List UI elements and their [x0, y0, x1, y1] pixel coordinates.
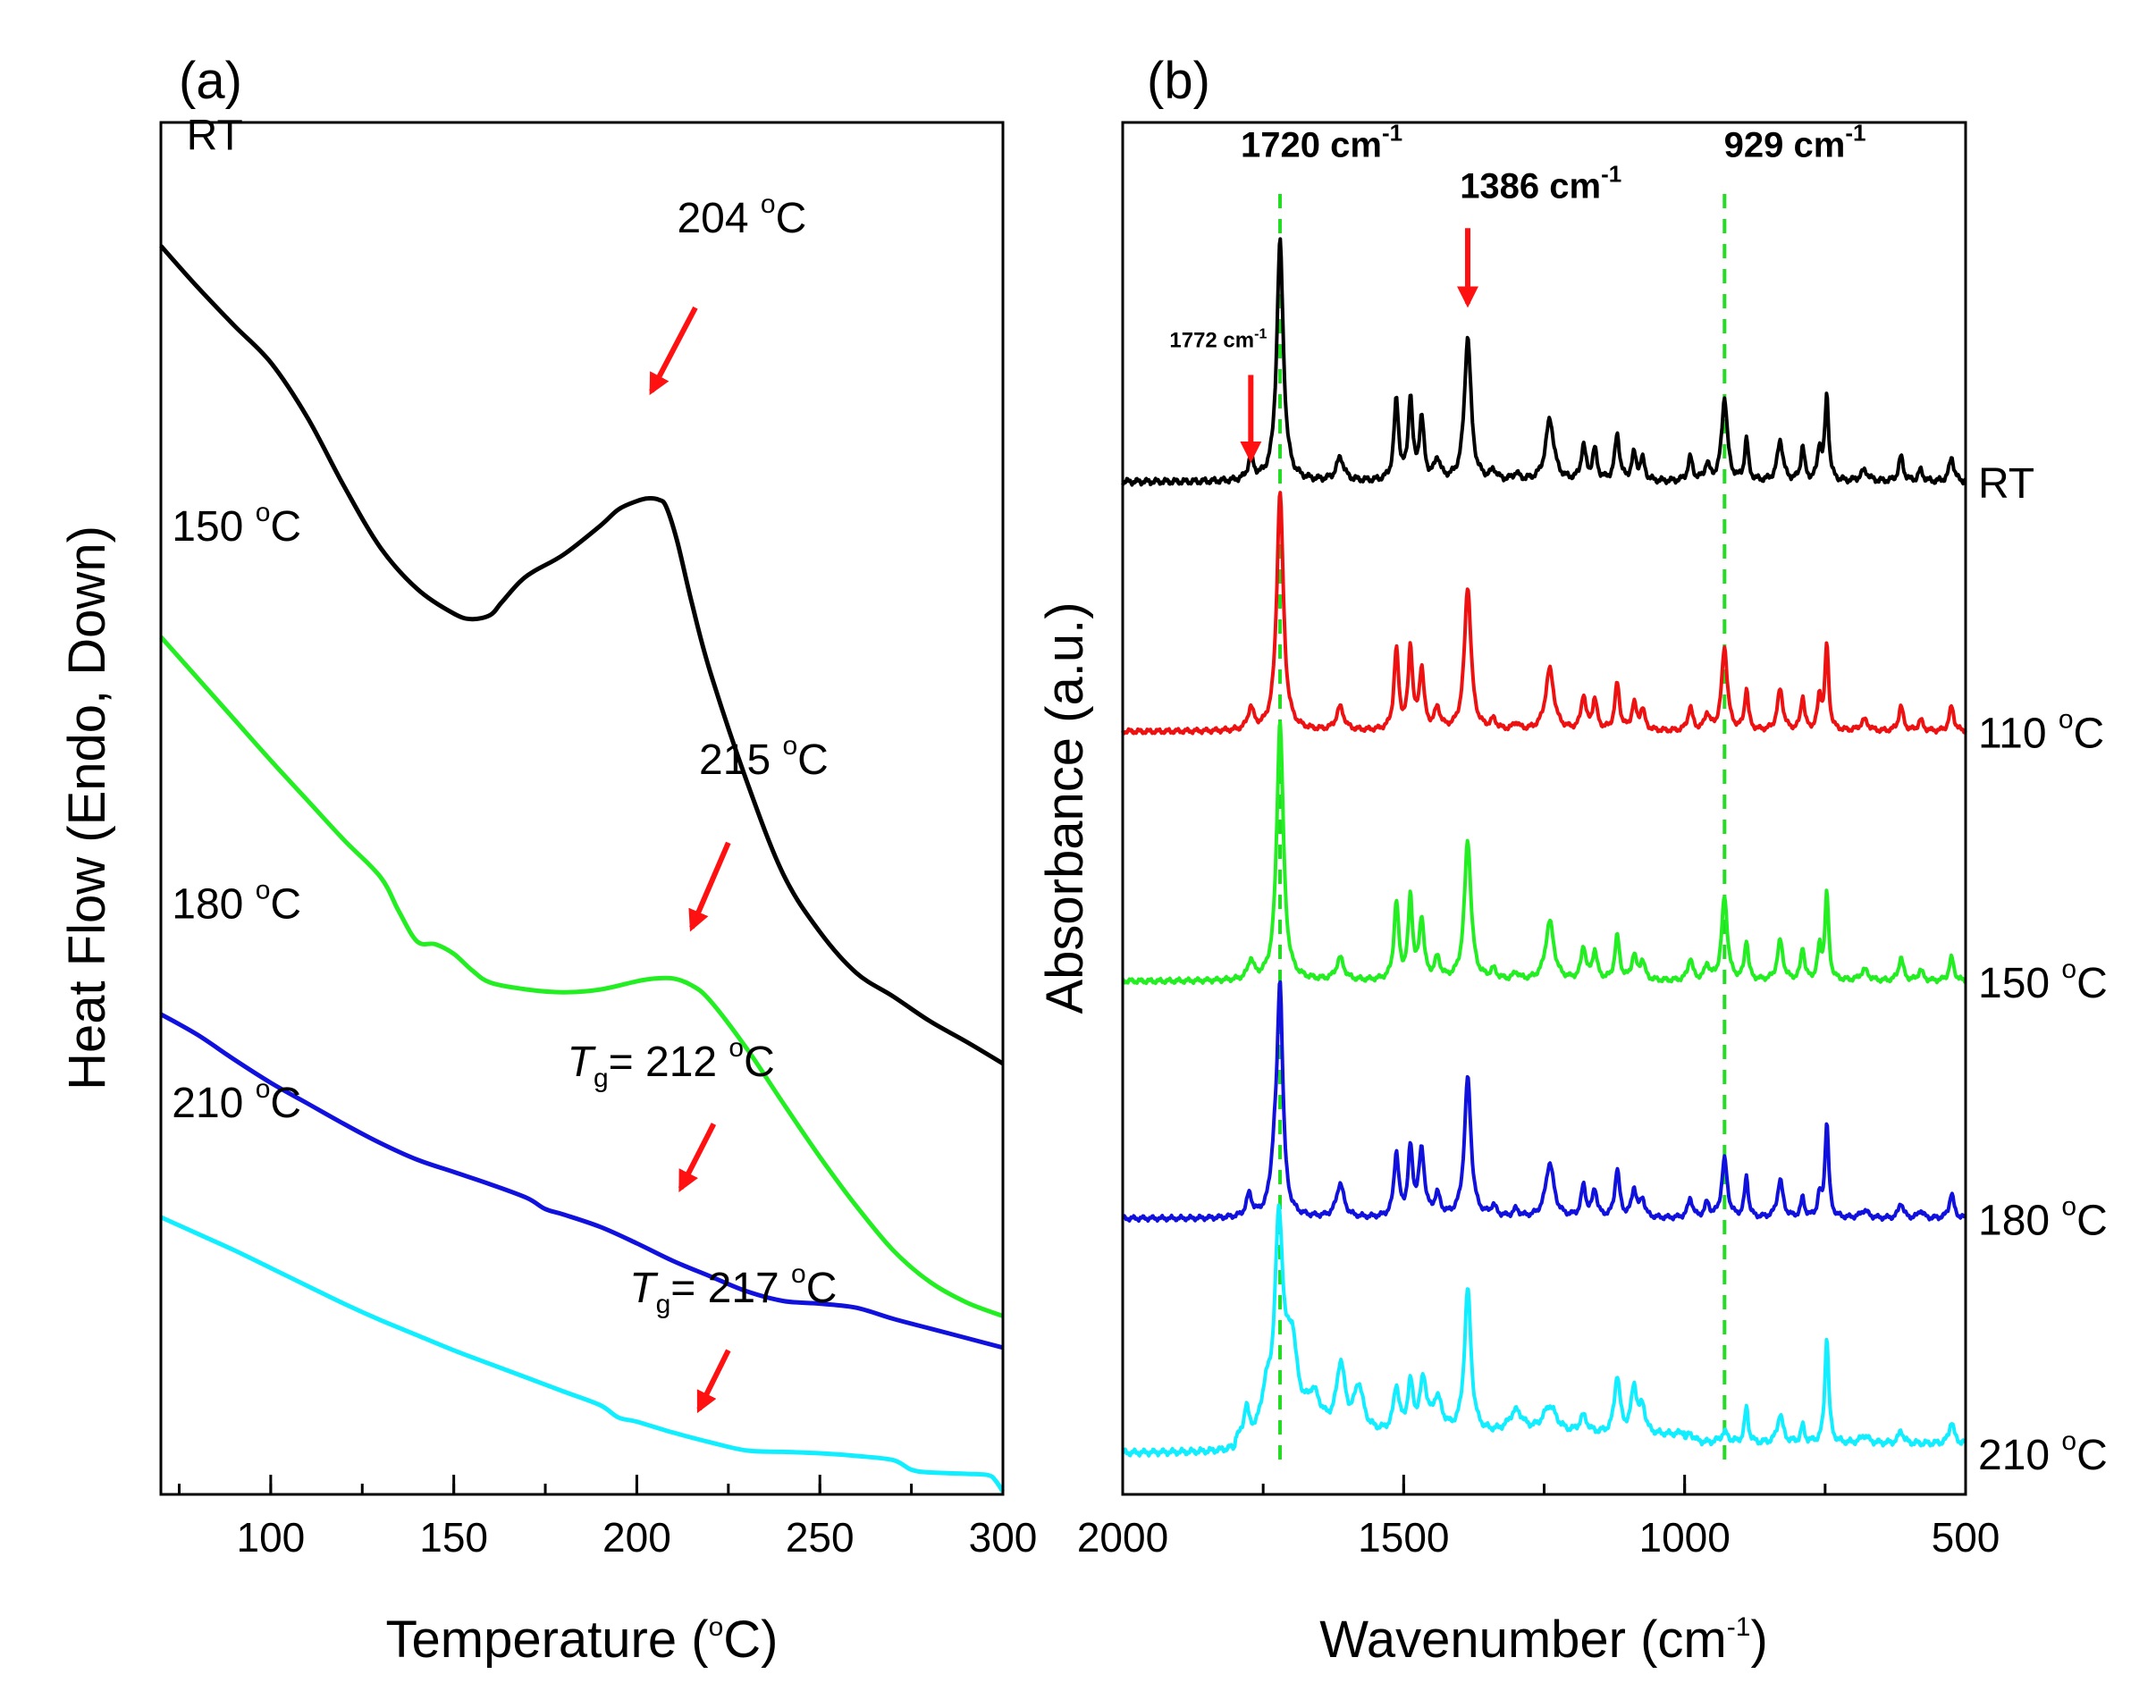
ftir-spectrum-180C [1121, 980, 1967, 1224]
ftir-spectrum-210C [1121, 1203, 1967, 1458]
panel-a-x-axis-title: Temperature (oC) [386, 1611, 779, 1669]
panel-b-x-axis-title: Wavenumber (cm-1) [1319, 1611, 1768, 1669]
panel-b-x-tick-label: 2000 [1077, 1514, 1168, 1561]
panel-a-arrow-0 [649, 306, 698, 396]
peak-label-1: 1386 cm-1 [1460, 160, 1621, 206]
panel-a: 100 150 200 250 300 (a) Temperature (oC) Hea… [58, 52, 1037, 1669]
panel-a-x-tick-label: 150 [419, 1514, 488, 1561]
panel-b-guide-lines [1278, 194, 1727, 1469]
panel-b-x-tick-label: 1000 [1638, 1514, 1730, 1561]
panel-a-arrow-1 [688, 841, 731, 932]
panel-a-series-label-0: RT [187, 113, 243, 160]
panel-a-arrow-2 [678, 1123, 717, 1192]
peak-label-3: 1772 cm-1 [1169, 327, 1267, 353]
panel-b-y-axis-title: Absorbance (a.u.) [1036, 602, 1094, 1014]
panel-b-x-tick-label: 1500 [1358, 1514, 1449, 1561]
panel-a-x-ticks: 100 150 200 250 300 [177, 1475, 1038, 1561]
ftir-spectrum-110C [1121, 491, 1967, 736]
panel-b-arrows [1240, 228, 1479, 463]
panel-a-x-tick-label: 100 [236, 1514, 305, 1561]
panel-a-annotation-2: Tg= 212 oC [568, 1033, 775, 1093]
panel-a-annotations: 204 oC 215 oC Tg= 212 oC Tg= 217 oC [568, 189, 837, 1414]
panel-a-series-label-3: 210 oC [172, 1074, 301, 1127]
panel-b-peak-labels: 1720 cm-1 1386 cm-1 929 cm-1 1772 cm-1 [1169, 119, 1865, 352]
panel-b-label: (b) [1147, 52, 1210, 110]
dsc-curve-180C [159, 1012, 1004, 1350]
panel-b-x-ticks: 2000 1500 1000 500 [1077, 1475, 2000, 1561]
peak-label-0: 1720 cm-1 [1241, 119, 1402, 164]
panel-a-series-label-1: 150 oC [172, 498, 301, 551]
panel-b-series-label-3: 180 oC [1978, 1191, 2108, 1244]
panel-a-annotation-3: Tg= 217 oC [629, 1259, 837, 1319]
dsc-curve-RT [159, 244, 1005, 1066]
panel-a-series-label-2: 180 oC [172, 875, 301, 928]
dsc-curve-210C [159, 1215, 1006, 1493]
panel-a-label: (a) [179, 52, 242, 110]
panel-a-plot-area [159, 244, 1006, 1493]
panel-a-annotation-1: 215 oC [699, 731, 829, 784]
panel-a-x-tick-label: 300 [969, 1514, 1038, 1561]
panel-a-x-tick-label: 250 [786, 1514, 855, 1561]
panel-b-series-label-2: 150 oC [1978, 955, 2108, 1007]
ftir-spectrum-150C [1121, 720, 1967, 986]
panel-b-series-label-1: 110 oC [1978, 705, 2104, 758]
dsc-curve-150C [159, 635, 1004, 1318]
panel-b-series-label-0: RT [1978, 460, 2034, 508]
panel-a-x-tick-label: 200 [602, 1514, 671, 1561]
panel-a-y-axis-title: Heat Flow (Endo, Down) [58, 526, 116, 1090]
panel-b: 2000 1500 1000 500 (b) Wavenumber (cm-1) Ab… [1036, 52, 2108, 1669]
panel-a-annotation-0: 204 oC [677, 189, 806, 242]
panel-a-arrow-3 [696, 1349, 731, 1414]
panel-a-series-labels: RT 150 oC 180 oC 210 oC [172, 113, 301, 1127]
ftir-spectrum-RT [1121, 237, 1967, 487]
panel-b-plot-area [1121, 237, 1967, 1458]
panel-b-series-label-4: 210 oC [1978, 1426, 2108, 1479]
panel-a-frame [159, 121, 1005, 1496]
peak-label-2: 929 cm-1 [1724, 119, 1866, 164]
panel-b-series-labels: RT 110 oC 150 oC 180 oC 210 oC [1978, 460, 2108, 1479]
panel-b-x-tick-label: 500 [1932, 1514, 2000, 1561]
